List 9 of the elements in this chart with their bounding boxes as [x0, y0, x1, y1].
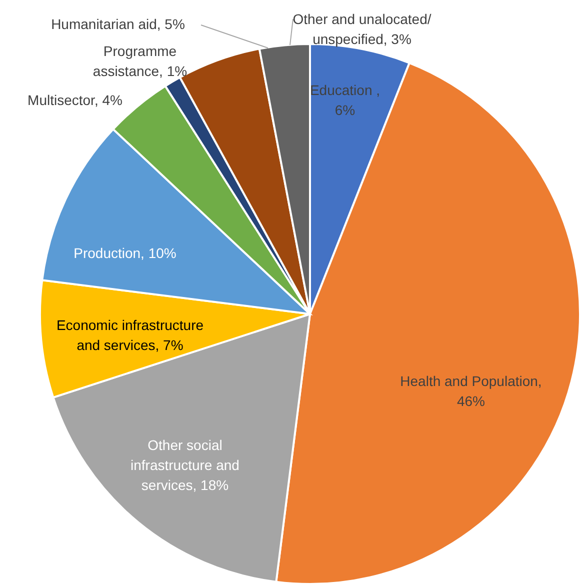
slice-label: Other social infrastructure and services, 18% [130, 436, 240, 495]
slice-label: Economic infrastructure and services, 7% [55, 316, 205, 355]
slice-label: Programme assistance, 1% [92, 42, 188, 81]
slice-label: Multisector, 4% [26, 91, 124, 110]
slice-label: Other and unalocated/ unspecified, 3% [292, 10, 432, 49]
slice-label: Education , 6% [308, 81, 382, 120]
slice-label: Health and Population, 46% [399, 372, 543, 411]
slice-label: Production, 10% [72, 244, 178, 263]
slice-label: Humanitarian aid, 5% [50, 15, 186, 34]
